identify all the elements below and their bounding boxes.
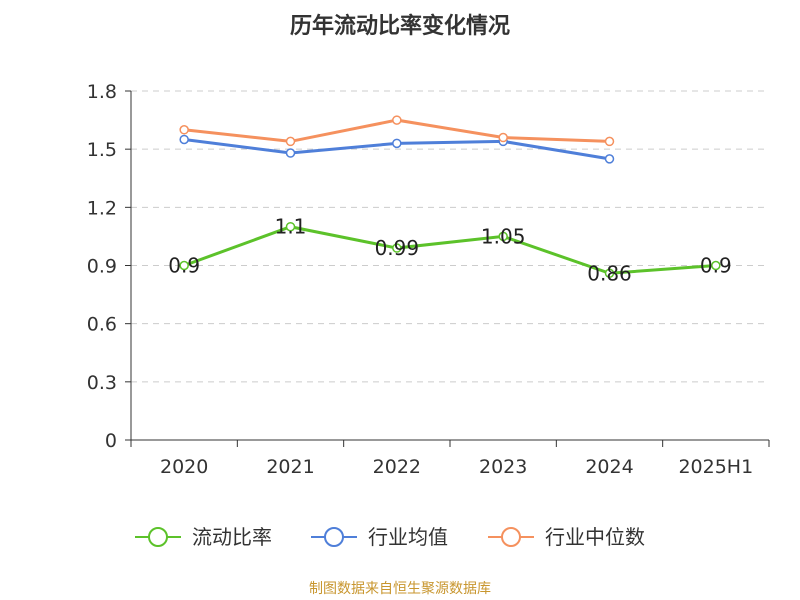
series-line — [183, 225, 716, 275]
y-tick-label: 1.2 — [87, 197, 117, 219]
legend-label: 行业中位数 — [545, 525, 645, 549]
y-tick-label: 0.3 — [87, 372, 117, 394]
data-point — [179, 260, 189, 271]
y-tick-label: 1.5 — [87, 139, 117, 161]
legend-swatch-marker — [324, 527, 344, 547]
data-point — [392, 138, 402, 149]
data-point — [604, 268, 615, 279]
data-point — [179, 134, 189, 145]
legend-label: 流动比率 — [192, 525, 272, 549]
x-tick-label: 2020 — [160, 456, 208, 478]
data-point — [392, 243, 402, 253]
data-label: 1.05 — [481, 224, 526, 248]
data-label: 0.9 — [168, 254, 200, 278]
y-tick-label: 1.8 — [87, 81, 117, 103]
chart-title: 历年流动比率变化情况 — [290, 13, 510, 39]
x-tick-label: 2022 — [373, 456, 421, 478]
data-point — [285, 148, 296, 158]
legend-label: 行业均值 — [368, 525, 448, 549]
data-point — [498, 231, 508, 242]
x-tick-label: 2024 — [585, 456, 633, 478]
data-point — [285, 221, 296, 232]
source-note: 制图数据来自恒生聚源数据库 — [309, 581, 491, 597]
data-label: 0.9 — [700, 254, 732, 278]
data-point — [711, 260, 721, 271]
data-point — [179, 125, 189, 135]
legend-swatch-marker — [501, 527, 521, 547]
data-point — [285, 136, 296, 147]
data-label: 0.86 — [587, 261, 632, 285]
data-point — [498, 132, 508, 143]
data-label: 0.99 — [375, 236, 420, 260]
legend-swatch-marker — [148, 527, 168, 547]
data-point — [392, 115, 402, 125]
x-tick-label: 2023 — [479, 456, 527, 478]
data-point — [604, 136, 615, 147]
x-tick-label: 2021 — [266, 456, 314, 478]
y-tick-label: 0 — [105, 430, 117, 452]
x-tick-label: 2025H1 — [678, 456, 753, 478]
data-label: 1.1 — [275, 215, 307, 239]
y-tick-label: 0.6 — [87, 314, 117, 336]
y-tick-label: 0.9 — [87, 256, 117, 278]
data-point — [604, 154, 615, 164]
